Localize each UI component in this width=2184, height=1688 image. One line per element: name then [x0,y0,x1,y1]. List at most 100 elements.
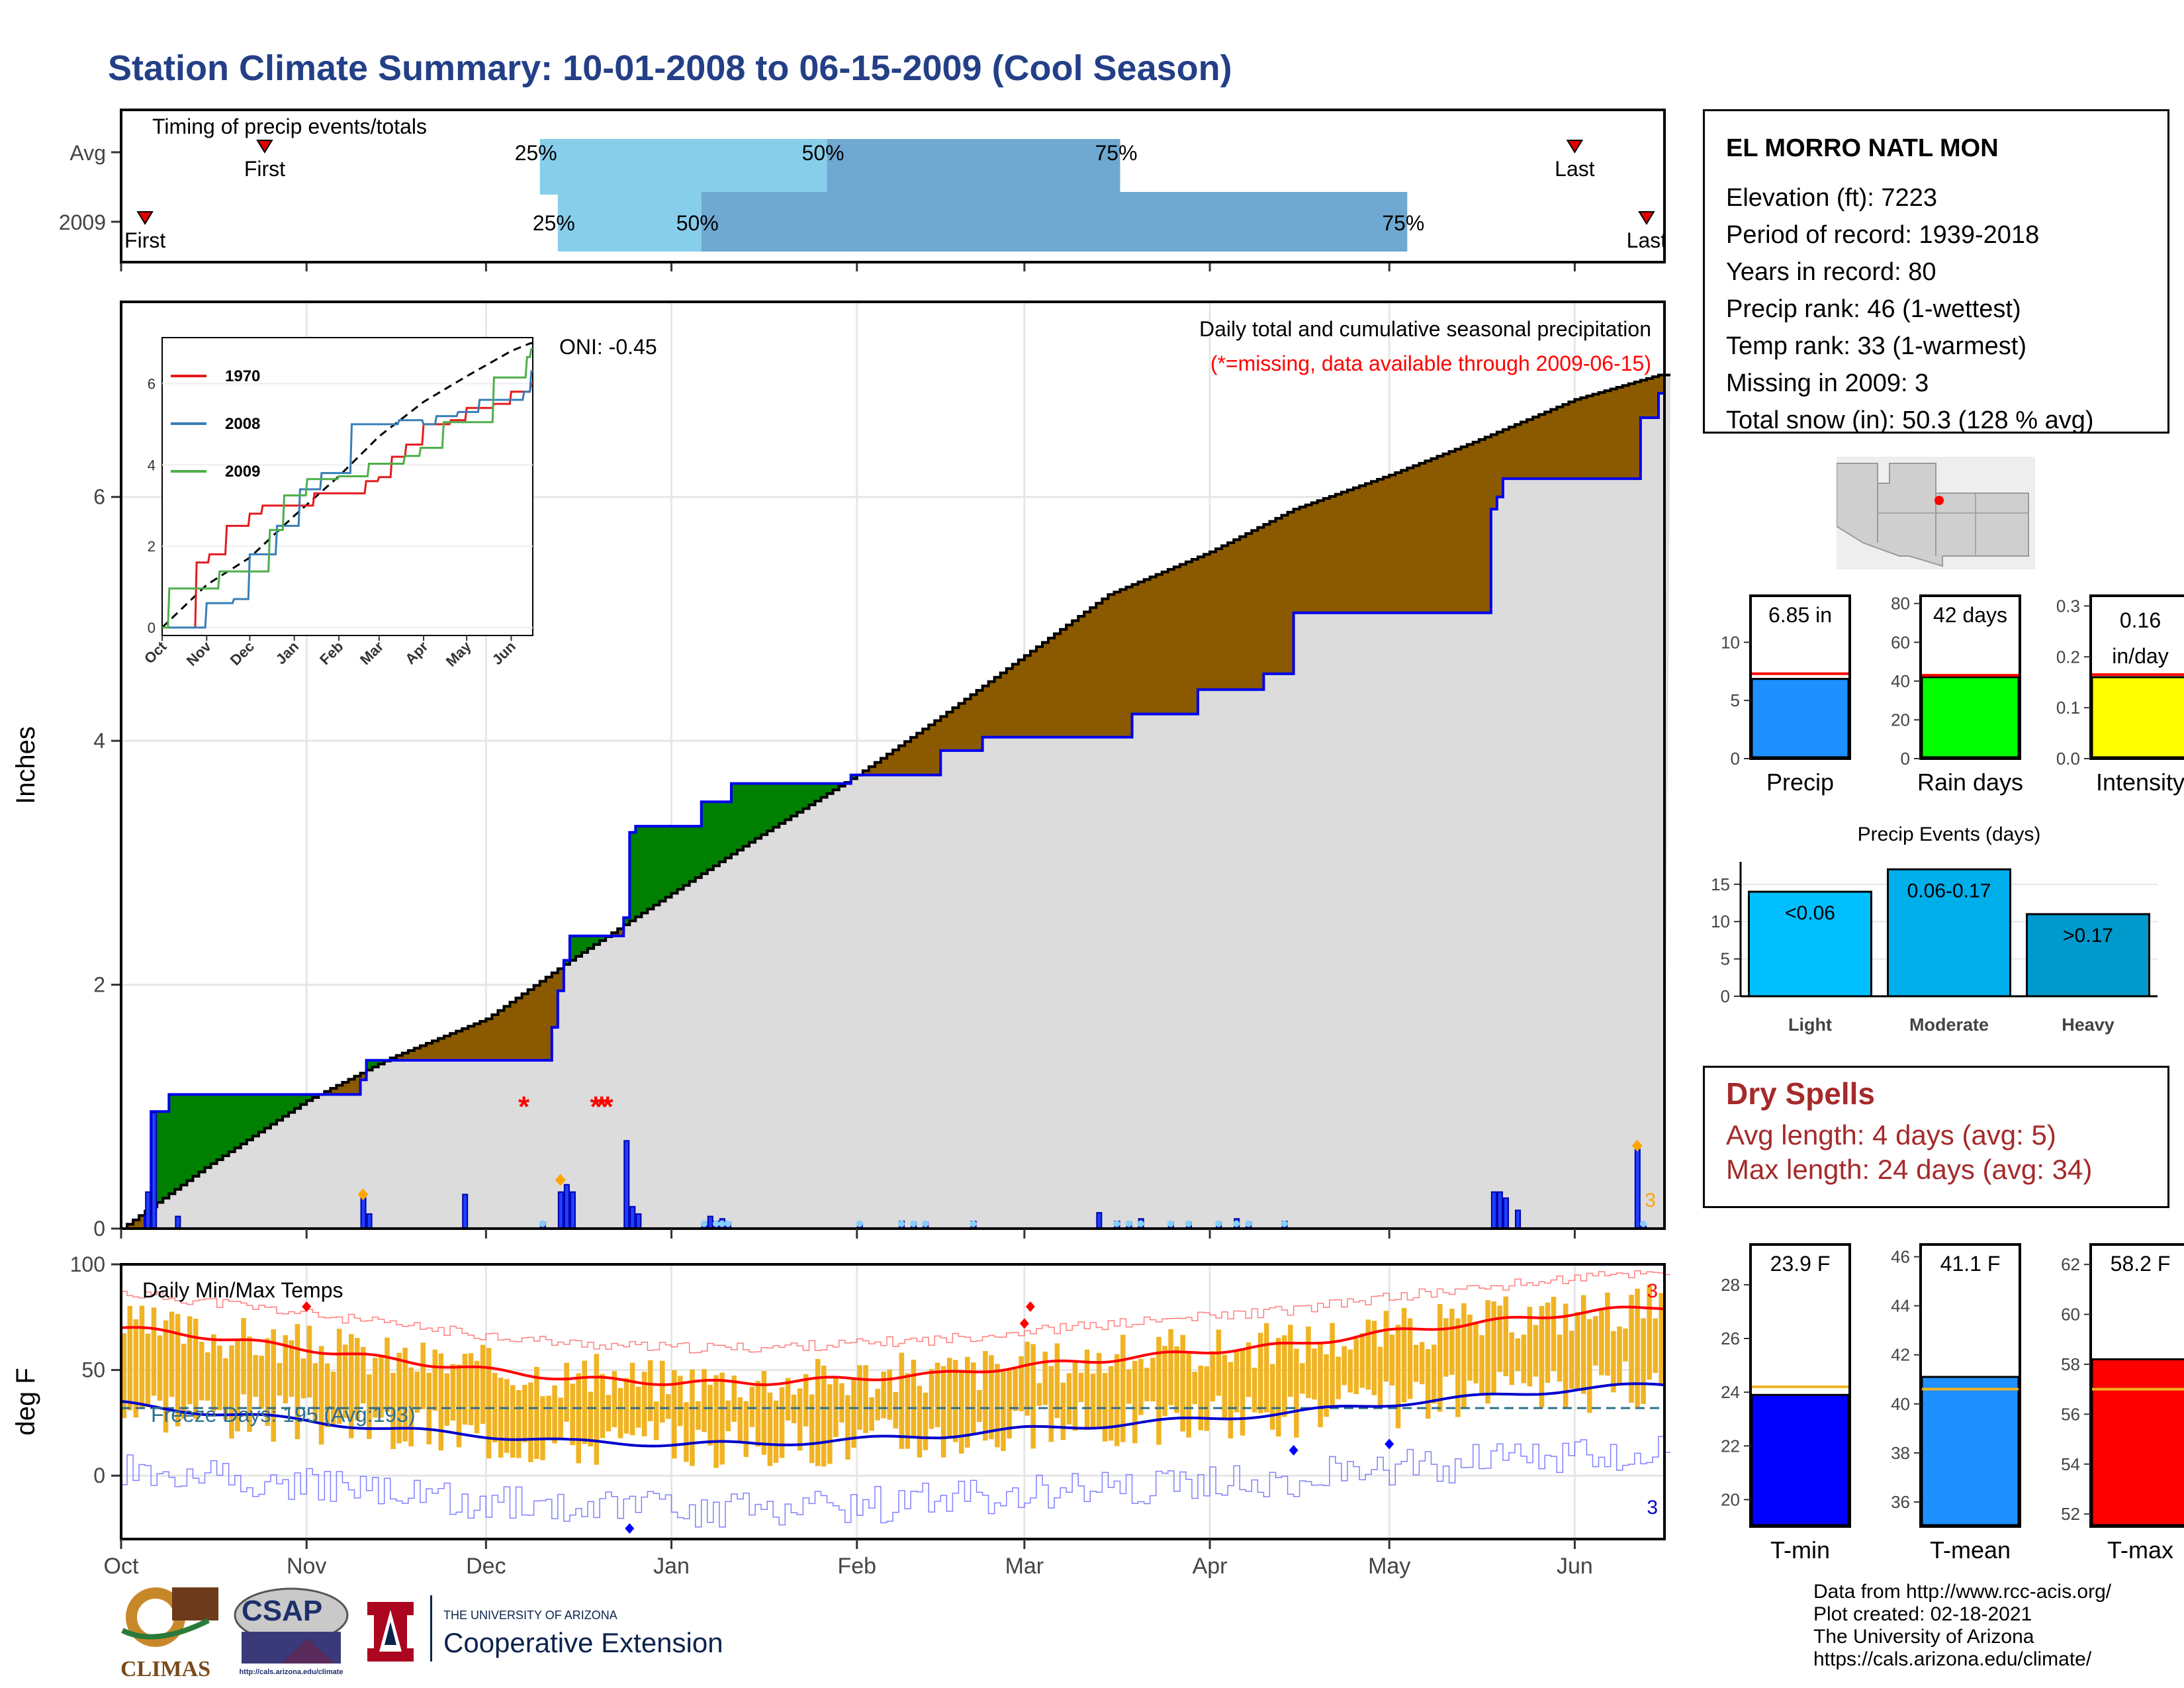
precip-surplus-fill [641,826,649,914]
daily-temp-bar [1539,1305,1545,1408]
summary-y-tick-label: 0 [1901,749,1910,769]
daily-temp-bar [1072,1360,1078,1431]
summary-category-label: Precip [1766,769,1834,796]
precip-deficit-fill [1545,412,1551,479]
precip-deficit-fill [1096,603,1103,737]
precip-surplus-fill [258,1094,265,1133]
credit-url[interactable]: https://cals.arizona.edu/climate/ [1813,1648,2092,1670]
daily-temp-bar [1641,1318,1646,1405]
precip-surplus-fill [169,1094,175,1194]
daily-temp-bar [600,1374,606,1438]
precip-deficit-fill [1305,504,1312,613]
daily-temp-bar [1431,1344,1437,1404]
month-tick-label: Oct [104,1554,139,1579]
summary-category-label: Rain days [1917,769,2023,796]
daily-temp-bar [653,1401,659,1440]
daily-temp-bar [929,1369,934,1429]
daily-temp-bar [647,1360,653,1422]
credits: Data from http://www.rcc-acis.org/ Plot … [1813,1581,2111,1671]
month-tick-label: Apr [1193,1554,1228,1579]
timing-first-marker [256,140,273,154]
precip-frame [120,301,1666,1230]
credit-data-source[interactable]: Data from http://www.rcc-acis.org/ [1813,1581,2112,1603]
daily-temp-bar [857,1365,862,1430]
precip-deficit-fill [414,1048,421,1060]
summary-y-tick-label: 36 [1891,1492,1910,1512]
summary-category-label: Intensity [2096,769,2184,796]
daily-temp-bar [1288,1325,1293,1397]
timing-first-label: First [124,228,165,252]
daily-temp-bar [1623,1328,1628,1362]
precip-deficit-fill [1269,521,1277,674]
precip-deficit-fill [970,694,978,751]
precip-deficit-fill [868,767,876,775]
daily-temp-bar [324,1363,330,1428]
snow-marker [1245,1220,1252,1227]
daily-temp-bar [312,1363,318,1422]
daily-precip-bar [151,1112,158,1229]
precip-deficit-fill [1473,442,1480,613]
inset-series-line [162,348,533,629]
daily-temp-bar [367,1374,372,1439]
us-southwest-map-icon [1837,457,2035,569]
timing-clip [1666,99,1694,311]
summary-y-tick-label: 42 [1891,1345,1910,1365]
daily-temp-bar [588,1391,594,1447]
precip-surplus-fill [809,783,816,805]
events-y-tick-label: 5 [1721,949,1730,969]
precip-deficit-fill [1167,569,1175,714]
summary-category-label: T-max [2107,1536,2173,1564]
daily-precip-bar [635,1213,642,1230]
summary-y-tick-label: 62 [2061,1254,2080,1274]
precip-observed-line [121,392,1664,1230]
daily-temp-bar [1263,1323,1269,1413]
daily-temp-bar [977,1389,982,1423]
precip-surplus-fill [600,935,606,941]
events-bar-label: <0.06 [1785,902,1835,924]
daily-temp-bar [193,1319,199,1419]
daily-temp-bar [1084,1349,1090,1430]
precip-deficit-fill [1251,530,1258,690]
temp-record-max-line [121,1270,1671,1354]
daily-temp-bar [1455,1318,1461,1417]
daily-temp-bar [330,1372,336,1427]
daily-temp-bar [1545,1302,1551,1383]
precip-deficit-fill [1580,397,1588,479]
daily-temp-bar [552,1385,557,1444]
daily-temp-bar [899,1352,905,1449]
ua-cooperative-extension-logo[interactable]: THE UNIVERSITY OF ARIZONA Cooperative Ex… [361,1595,731,1668]
precip-deficit-fill [1646,378,1653,418]
daily-temp-bar [1210,1351,1216,1402]
precip-deficit-fill [1144,579,1151,714]
precip-deficit-fill [1616,387,1623,479]
station-temp-rank: Temp rank: 33 (1-warmest) [1726,332,2027,360]
precip-deficit-fill [450,1033,457,1060]
precip-surplus-fill [216,1094,224,1160]
summary-y-tick-label: 40 [1891,1394,1910,1414]
precip-deficit-fill [420,1045,427,1060]
precip-deficit-fill [533,985,541,1060]
daily-temp-bar [1269,1364,1275,1430]
daily-temp-bar [348,1334,354,1438]
daily-temp-bar [1156,1336,1161,1445]
precip-y-tick-label: 0 [93,1217,105,1241]
ua-logo-small: THE UNIVERSITY OF ARIZONA [443,1609,617,1622]
csap-logo[interactable]: CSAP http://cals.arizona.edu/climate [228,1585,354,1685]
precip-surplus-fill [707,802,714,870]
precip-deficit-fill [988,681,995,737]
daily-temp-bar [187,1316,193,1405]
precip-surplus-fill [647,826,655,910]
daily-temp-bar [755,1381,761,1447]
summary-y-tick-label: 5 [1731,690,1740,710]
climas-logo[interactable]: CLIMAS [109,1581,222,1681]
daily-temp-bar [259,1356,264,1409]
month-tick-label: Jun [1557,1554,1593,1579]
precip-deficit-fill [348,1079,355,1095]
precip-deficit-fill [1060,629,1067,737]
precip-deficit-fill [1138,582,1145,714]
precip-deficit-fill [480,1021,486,1060]
daily-temp-bar [534,1366,539,1459]
credit-university: The University of Arizona [1813,1626,2034,1648]
snow-marker [712,1220,719,1227]
